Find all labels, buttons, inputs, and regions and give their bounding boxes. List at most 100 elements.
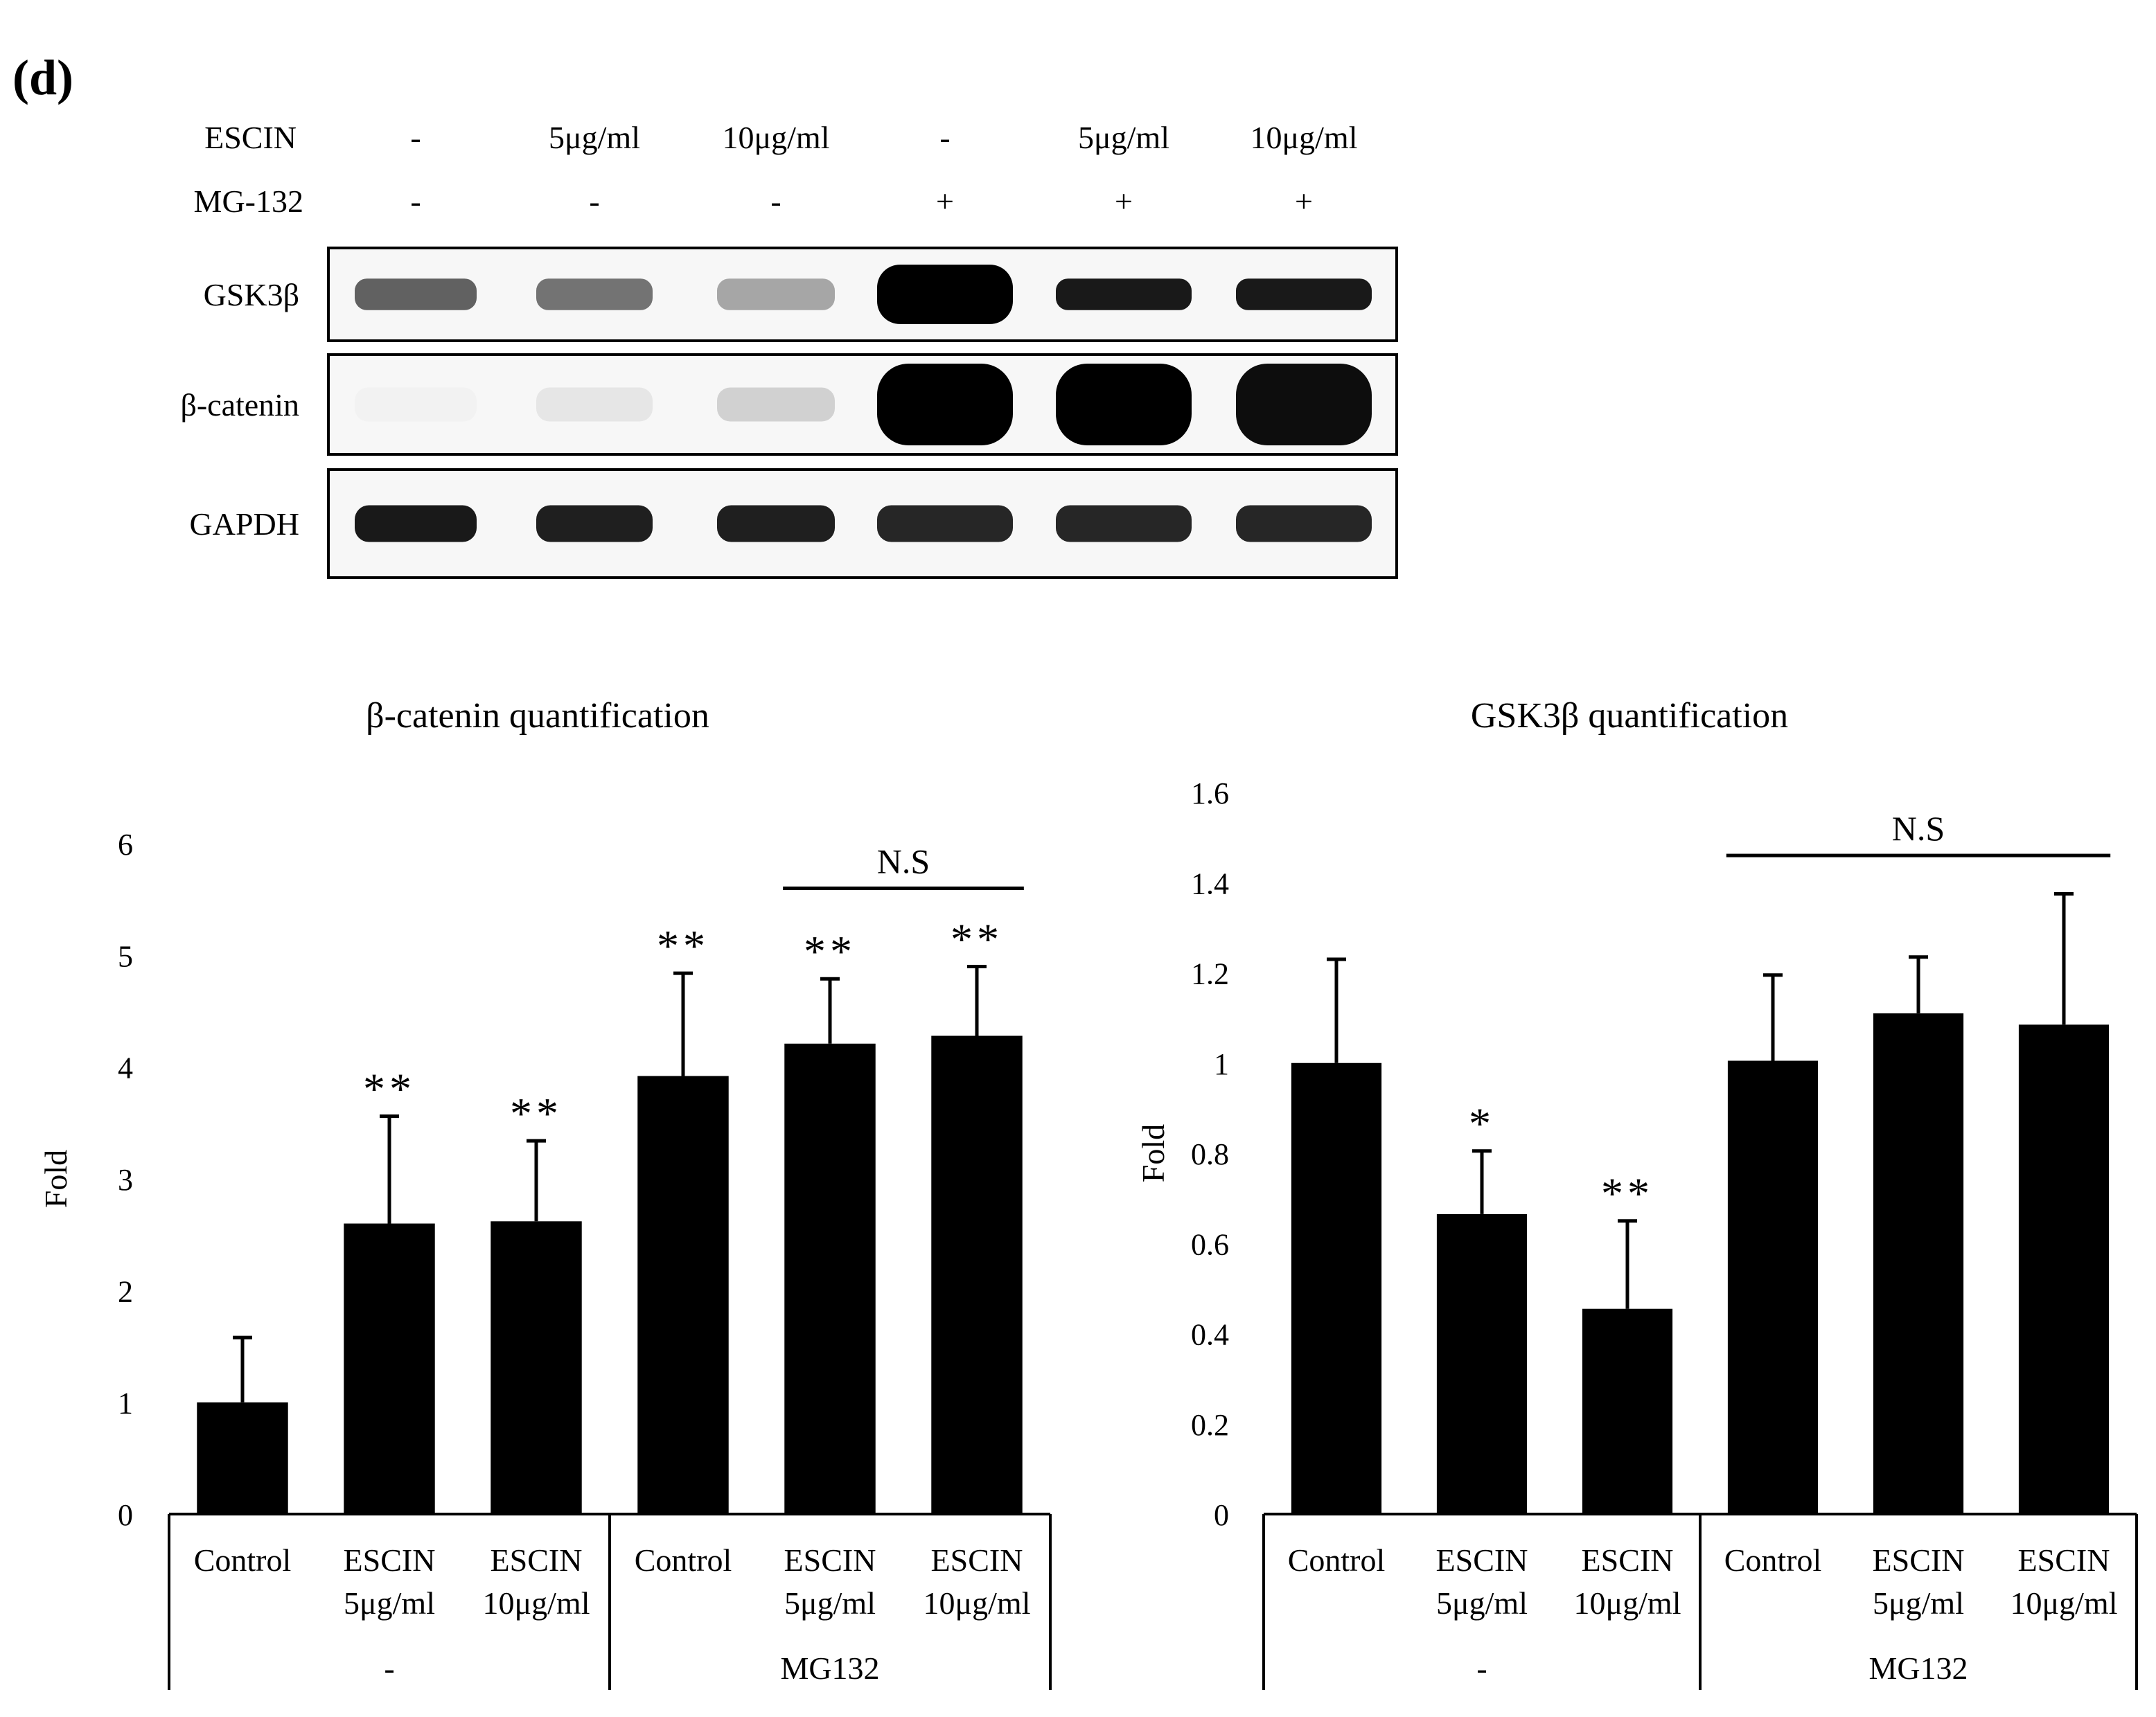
blot-band (877, 265, 1013, 324)
blot-band (355, 387, 477, 422)
chart-title: GSK3β quantification (1471, 696, 1788, 736)
bar (1291, 1062, 1382, 1514)
ns-label: N.S (877, 842, 930, 881)
blot-band (1056, 278, 1192, 310)
x-category-label: ESCIN (1873, 1542, 1965, 1578)
blot-box (327, 353, 1398, 456)
y-tick-label: 1.6 (1191, 776, 1229, 810)
x-category-label: 5μg/ml (1436, 1585, 1528, 1621)
bar (491, 1221, 582, 1514)
x-category-label: 5μg/ml (1873, 1585, 1964, 1621)
blot-band (1236, 505, 1372, 542)
x-category-label: ESCIN (2018, 1542, 2110, 1578)
bar (344, 1223, 435, 1514)
bar (1873, 1013, 1964, 1514)
blot-box (327, 468, 1398, 579)
lane-escin-label: - (939, 120, 950, 155)
blot-band (877, 505, 1013, 542)
bar (2018, 1024, 2110, 1514)
y-tick-label: 1 (1214, 1047, 1229, 1081)
group-label: - (1476, 1651, 1487, 1686)
significance-marker: ** (363, 1065, 416, 1114)
x-category-label: ESCIN (1436, 1542, 1528, 1578)
x-category-label: 10μg/ml (2010, 1585, 2117, 1621)
blot-box (327, 247, 1398, 342)
x-category-label: 10μg/ml (1573, 1585, 1681, 1621)
x-category-label: ESCIN (931, 1542, 1023, 1578)
lane-escin-label: 10μg/ml (722, 120, 829, 155)
significance-marker: ** (951, 914, 1003, 963)
blot-band (1056, 505, 1192, 542)
x-category-label: 5μg/ml (344, 1585, 435, 1621)
blot-band (1056, 363, 1192, 446)
blot-band (536, 387, 653, 422)
x-category-label: ESCIN (491, 1542, 583, 1578)
chart-title: β-catenin quantification (366, 696, 709, 736)
lane-mg132-label: + (1115, 184, 1133, 219)
group-label: MG132 (780, 1651, 879, 1686)
bar (1727, 1060, 1819, 1514)
lane-mg132-label: - (770, 184, 781, 219)
lane-mg132-label: - (410, 184, 421, 219)
lane-mg132-label: - (589, 184, 599, 219)
band-label: GAPDH (190, 506, 299, 542)
row-label-mg132: MG-132 (194, 184, 303, 219)
beta-catenin-chart: β-catenin quantification Fold 0 1 2 3 4 5 6 Contr… (38, 696, 1052, 1690)
y-tick-label: 0 (118, 1498, 133, 1532)
bar (1582, 1308, 1673, 1514)
y-tick-label: 2 (118, 1274, 133, 1308)
bar (197, 1402, 288, 1514)
blot-band (717, 387, 835, 422)
significance-marker: ** (657, 921, 709, 970)
lane-mg132-label: + (1295, 184, 1313, 219)
panel-label: (d) (12, 50, 73, 105)
blot-band (1236, 363, 1372, 446)
blot-band (877, 363, 1013, 446)
blot-band (1236, 278, 1372, 310)
x-category-label: 10μg/ml (482, 1585, 590, 1621)
y-tick-label: 1.2 (1191, 957, 1229, 991)
x-category-label: 5μg/ml (784, 1585, 876, 1621)
blot-band (536, 278, 653, 310)
y-tick-label: 0 (1214, 1498, 1229, 1532)
y-tick-label: 1 (118, 1387, 133, 1421)
y-tick-label: 3 (118, 1163, 133, 1197)
blot-band (717, 278, 835, 310)
x-category-label: Control (1724, 1542, 1822, 1578)
blot-band (355, 278, 477, 310)
bar (784, 1043, 876, 1514)
group-label: - (384, 1651, 394, 1686)
y-axis-label: Fold (38, 1150, 73, 1208)
y-axis-label: Fold (1136, 1124, 1171, 1182)
x-category-label: 10μg/ml (923, 1585, 1030, 1621)
y-tick-label: 0.6 (1191, 1227, 1229, 1261)
band-label: β-catenin (180, 387, 299, 422)
significance-marker: ** (1601, 1169, 1654, 1218)
y-tick-label: 5 (118, 939, 133, 973)
lane-escin-label: 5μg/ml (1078, 120, 1169, 155)
lane-escin-label: 5μg/ml (549, 120, 640, 155)
y-tick-label: 1.4 (1191, 866, 1229, 900)
x-category-label: Control (1288, 1542, 1386, 1578)
band-label: GSK3β (204, 277, 299, 312)
significance-marker: * (1469, 1099, 1495, 1148)
row-label-escin: ESCIN (204, 120, 297, 155)
lane-escin-label: 10μg/ml (1250, 120, 1357, 155)
lane-escin-label: - (410, 120, 421, 155)
x-category-label: Control (194, 1542, 292, 1578)
x-category-label: ESCIN (784, 1542, 876, 1578)
x-category-label: ESCIN (1582, 1542, 1674, 1578)
significance-marker: ** (804, 927, 856, 976)
x-category-label: Control (635, 1542, 732, 1578)
western-blot: ESCIN MG-132 - - 5μg/ml - 10μg/ml - - +5μg/ml +10μ… (180, 120, 1398, 579)
x-category-label: ESCIN (344, 1542, 436, 1578)
bar (1436, 1213, 1528, 1514)
blot-band (717, 505, 835, 542)
significance-marker: ** (510, 1089, 563, 1138)
ns-label: N.S (1892, 809, 1945, 848)
y-tick-label: 4 (118, 1051, 133, 1085)
gsk3b-chart: GSK3β quantification Fold 0 0.2 0.4 0.6 0.8 1 1.… (1136, 696, 2138, 1690)
y-tick-label: 6 (118, 828, 133, 862)
group-label: MG132 (1868, 1651, 1968, 1686)
